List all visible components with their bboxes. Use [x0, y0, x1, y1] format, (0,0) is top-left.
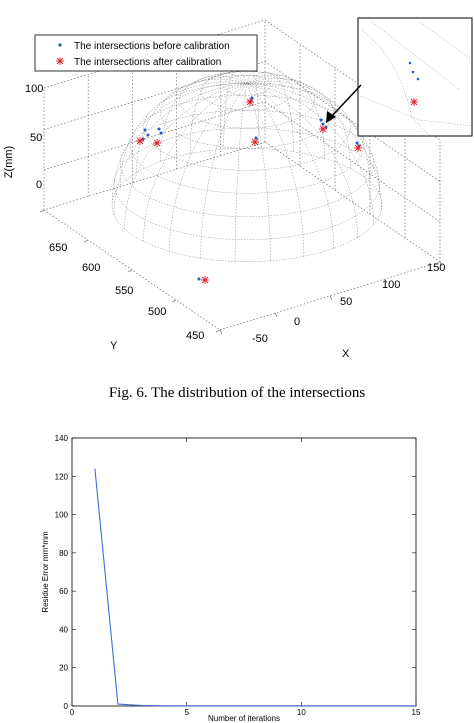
- z-tick-label: 100: [25, 83, 43, 95]
- z-tick-label: 50: [30, 132, 42, 144]
- series-line: [94, 468, 416, 707]
- x-tick-label: 0: [70, 708, 75, 717]
- point-before: [319, 118, 323, 122]
- x-tick-label: 100: [382, 279, 400, 291]
- legend-asterisk-marker: [56, 57, 64, 65]
- y-tick-label: 600: [82, 262, 100, 274]
- y-tick-label: 140: [55, 434, 69, 443]
- figure-3d-hemisphere: 100 50 0 Z(mm) 650 600 550 500 450 Y -50…: [3, 17, 473, 360]
- point-before: [321, 122, 325, 126]
- x-tick-label: 15: [412, 708, 421, 717]
- y-ticks: 650 600 550 500 450: [49, 242, 204, 342]
- y-ticks: 0 20 40 60 80 100 120 140: [55, 434, 416, 711]
- inset-point-after: [410, 98, 418, 106]
- x-axis-label: X: [342, 348, 350, 360]
- x-tick-label: 150: [427, 262, 445, 274]
- legend: The intersections before calibration The…: [34, 34, 258, 72]
- point-before: [157, 127, 161, 131]
- figure-residue-error: 0 20 40 60 80 100 120 140 0 5 10 15 Residue Error …: [41, 434, 421, 723]
- legend-entry-before: The intersections before calibration: [74, 41, 230, 52]
- x-ticks: -50 0 50 100 150: [252, 262, 445, 345]
- point-after: [354, 144, 362, 152]
- inset-point-before: [416, 77, 420, 81]
- point-after: [201, 276, 209, 284]
- point-before: [143, 128, 147, 132]
- legend-box: [34, 34, 258, 72]
- y-axis-label: Y: [110, 340, 118, 352]
- y-tick-label: 60: [59, 587, 68, 596]
- y-tick-label: 20: [59, 664, 68, 673]
- z-tick-label: 0: [36, 179, 42, 191]
- point-after: [246, 98, 254, 106]
- y-tick-label: 450: [186, 330, 204, 342]
- point-before: [159, 131, 163, 135]
- x-tick-label: 10: [297, 708, 306, 717]
- x-tick-label: -50: [252, 333, 268, 345]
- y-tick-label: 0: [64, 702, 69, 711]
- y-tick-label: 550: [115, 285, 133, 297]
- hemisphere-mesh: [111, 70, 383, 262]
- x-tick-label: 50: [340, 296, 352, 308]
- plot-area: [71, 437, 417, 707]
- point-after: [319, 125, 327, 133]
- z-axis-label: Z(mm): [3, 146, 15, 178]
- inset-point-before: [408, 61, 412, 65]
- inset-zoom: [357, 17, 473, 137]
- figure-caption: Fig. 6. The distribution of the intersec…: [108, 385, 366, 401]
- inset-point-before: [411, 70, 415, 74]
- z-ticks: 100 50 0: [25, 83, 43, 191]
- point-after: [136, 137, 144, 145]
- intersection-points: [136, 96, 362, 284]
- y-tick-label: 120: [55, 472, 69, 481]
- y-tick-label: 500: [148, 306, 166, 318]
- legend-entry-after: The intersections after calibration: [74, 57, 221, 68]
- y-tick-label: 100: [55, 511, 69, 520]
- point-after: [153, 139, 161, 147]
- y-tick-label: 40: [59, 625, 68, 634]
- x-axis-label: Number of iterations: [208, 714, 280, 723]
- point-before: [250, 96, 254, 100]
- point-after: [251, 138, 259, 146]
- point-before: [355, 141, 359, 145]
- legend-dot-marker: [58, 43, 62, 47]
- y-tick-label: 80: [59, 549, 68, 558]
- y-axis-label: Residue Error mm*mm: [41, 531, 50, 613]
- y-tick-label: 650: [49, 242, 67, 254]
- point-before: [146, 133, 150, 137]
- point-before: [197, 277, 201, 281]
- x-tick-label: 0: [294, 316, 300, 328]
- x-tick-label: 5: [184, 708, 189, 717]
- zoom-arrow: [326, 84, 362, 123]
